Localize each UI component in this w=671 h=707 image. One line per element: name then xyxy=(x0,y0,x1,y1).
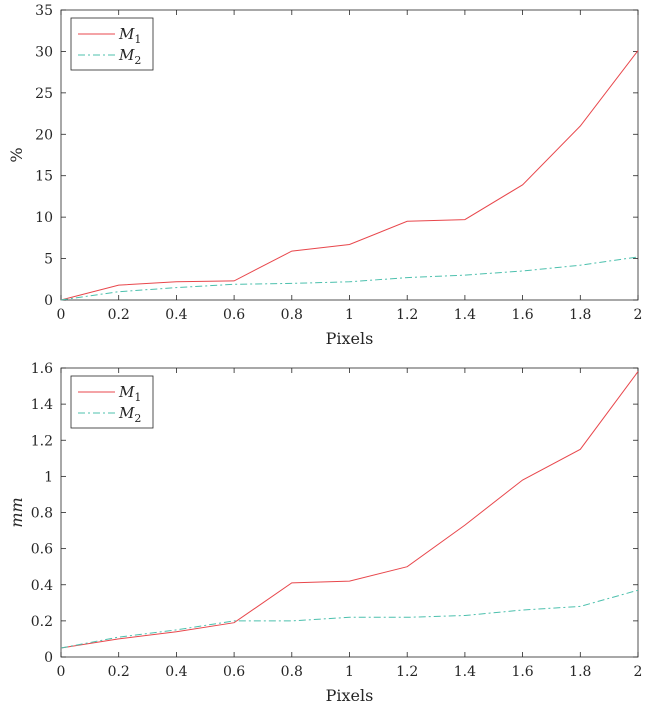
y-tick-label: 35 xyxy=(35,3,53,19)
legend-entry-name: M xyxy=(118,25,135,43)
x-tick-label: 1.4 xyxy=(454,664,476,680)
y-tick-label: 5 xyxy=(44,252,53,268)
legend-entry: M1 xyxy=(118,25,141,46)
series-line-m2 xyxy=(60,589,639,649)
legend-entry-name: M xyxy=(118,383,135,401)
x-tick-label: 0.8 xyxy=(281,307,303,323)
series-line-m1 xyxy=(60,371,639,649)
y-axis-label: % xyxy=(7,147,26,162)
y-tick-label: 0.8 xyxy=(31,506,53,522)
y-tick-label: 10 xyxy=(35,210,53,226)
x-tick-label: 1.8 xyxy=(569,307,591,323)
x-axis-label: Pixels xyxy=(326,686,374,705)
y-tick-label: 1 xyxy=(44,469,53,485)
x-tick-label: 1.4 xyxy=(454,307,476,323)
x-tick-label: 0.2 xyxy=(108,307,130,323)
y-tick-label: 0 xyxy=(44,650,53,666)
x-tick-label: 0.6 xyxy=(223,307,245,323)
x-tick-label: 1 xyxy=(345,307,354,323)
y-tick-label: 30 xyxy=(35,44,53,60)
legend-entry-name: M xyxy=(118,46,135,64)
x-axis-label: Pixels xyxy=(326,329,374,348)
legend-entry-subscript: 2 xyxy=(134,54,141,67)
chart-mm-error: 0 0.2 0.4 0.6 0.8 1 1.2 1.4 1.6 1.8 2 0 0.2 0.4 0.6 0.8… xyxy=(7,361,642,705)
x-tick-label: 0.6 xyxy=(223,664,245,680)
legend-entry-subscript: 2 xyxy=(134,412,141,425)
x-tick-label: 1.6 xyxy=(511,664,533,680)
x-tick-label: 2 xyxy=(634,307,643,323)
y-tick-label: 0.6 xyxy=(31,542,53,558)
legend-box xyxy=(70,375,154,429)
chart-percent-error: 0 0.2 0.4 0.6 0.8 1 1.2 1.4 1.6 1.8 20510152025303… xyxy=(7,3,642,348)
x-tick-label: 0.2 xyxy=(108,664,130,680)
y-tick-label: 1.2 xyxy=(31,433,53,449)
y-tick-label: 1.4 xyxy=(31,397,53,413)
x-tick-label: 0 xyxy=(57,664,66,680)
x-tick-label: 1.6 xyxy=(511,307,533,323)
y-tick-label: 1.6 xyxy=(31,361,53,377)
x-tick-label: 0 xyxy=(57,307,66,323)
legend-entry-subscript: 1 xyxy=(134,391,141,404)
x-tick-label: 0.4 xyxy=(165,307,187,323)
y-tick-label: 25 xyxy=(35,86,53,102)
legend-entry: M2 xyxy=(118,404,141,425)
y-tick-label: 0 xyxy=(44,293,53,309)
y-tick-label: 20 xyxy=(35,127,53,143)
x-tick-label: 1.2 xyxy=(396,664,418,680)
legend-entry-name: M xyxy=(118,404,135,422)
x-tick-label: 1 xyxy=(345,664,354,680)
y-axis-label: mm xyxy=(7,497,26,527)
legend-entry: M2 xyxy=(118,46,141,67)
x-tick-label: 1.8 xyxy=(569,664,591,680)
y-tick-label: 0.4 xyxy=(31,578,53,594)
y-tick-label: 15 xyxy=(35,169,53,185)
x-tick-label: 0.8 xyxy=(281,664,303,680)
legend-box xyxy=(70,17,154,71)
legend-entry: M1 xyxy=(118,383,141,404)
x-tick-label: 0.4 xyxy=(165,664,187,680)
series-line-m1 xyxy=(60,50,639,301)
series-line-m2 xyxy=(60,256,639,301)
x-tick-label: 1.2 xyxy=(396,307,418,323)
y-tick-label: 0.2 xyxy=(31,614,53,630)
legend-entry-subscript: 1 xyxy=(134,33,141,46)
x-tick-label: 2 xyxy=(634,664,643,680)
